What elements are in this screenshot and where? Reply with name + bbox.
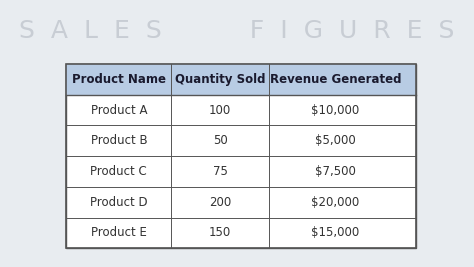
Text: 150: 150: [209, 226, 231, 239]
Text: $5,000: $5,000: [315, 134, 356, 147]
Text: $10,000: $10,000: [311, 104, 359, 117]
Text: S  A  L  E  S           F  I  G  U  R  E  S: S A L E S F I G U R E S: [19, 19, 455, 43]
FancyBboxPatch shape: [66, 64, 416, 248]
Text: Product B: Product B: [91, 134, 147, 147]
Text: Product C: Product C: [91, 165, 147, 178]
Text: Product D: Product D: [90, 196, 148, 209]
Text: $15,000: $15,000: [311, 226, 359, 239]
Text: 75: 75: [213, 165, 228, 178]
Text: Product Name: Product Name: [72, 73, 166, 86]
Text: Product E: Product E: [91, 226, 147, 239]
Text: Quantity Sold: Quantity Sold: [175, 73, 265, 86]
Text: 200: 200: [209, 196, 231, 209]
FancyBboxPatch shape: [66, 64, 416, 95]
Text: $20,000: $20,000: [311, 196, 359, 209]
Text: 50: 50: [213, 134, 228, 147]
Text: Revenue Generated: Revenue Generated: [270, 73, 401, 86]
Text: $7,500: $7,500: [315, 165, 356, 178]
Text: 100: 100: [209, 104, 231, 117]
Text: Product A: Product A: [91, 104, 147, 117]
